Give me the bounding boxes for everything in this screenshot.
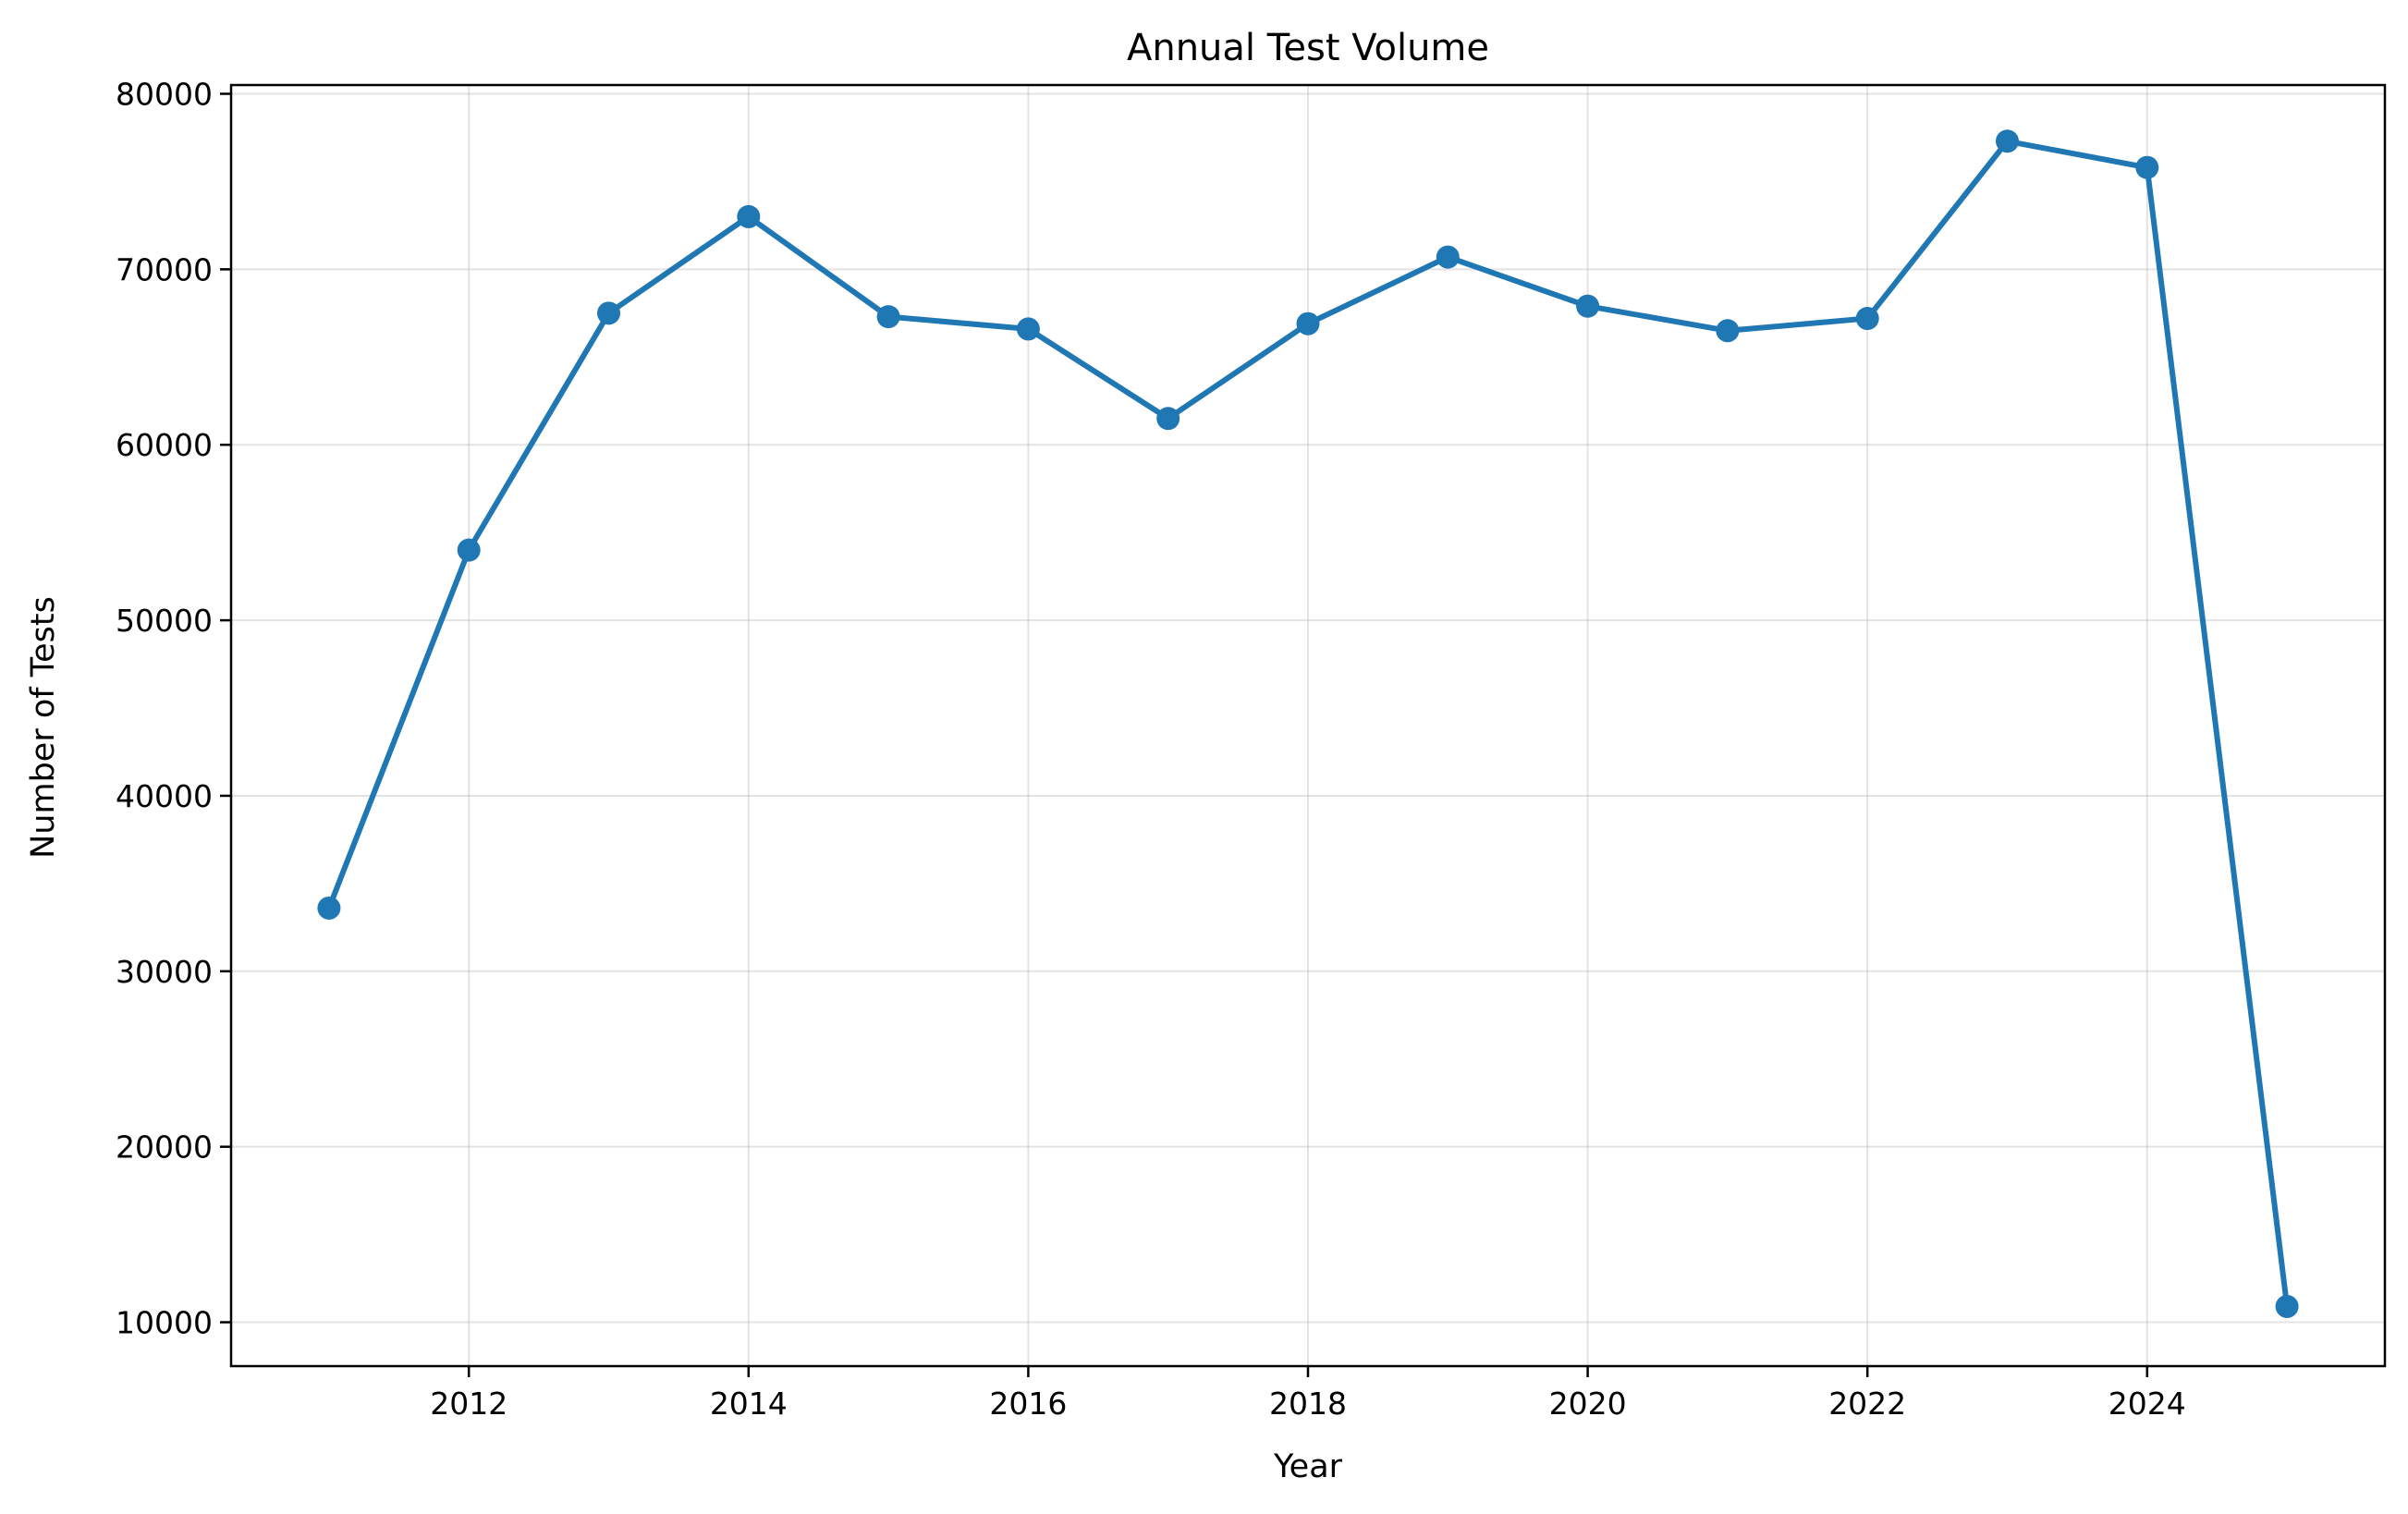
y-tick-label: 50000	[116, 603, 213, 639]
y-tick-label: 10000	[116, 1305, 213, 1341]
data-point	[1855, 307, 1879, 331]
y-tick-label: 60000	[116, 427, 213, 463]
data-point	[1156, 407, 1180, 431]
data-point	[457, 538, 481, 562]
x-tick-label: 2024	[2109, 1386, 2186, 1422]
y-tick-label: 70000	[116, 251, 213, 287]
grid	[231, 85, 2385, 1366]
data-point	[876, 305, 900, 329]
x-axis-label: Year	[1273, 1448, 1343, 1485]
y-axis-label: Number of Tests	[25, 596, 62, 859]
data-point	[1016, 317, 1040, 341]
data-point	[317, 896, 341, 920]
y-axis: 10000 20000 30000 40000 50000 60000 70000 80000	[116, 76, 231, 1341]
x-tick-label: 2014	[710, 1386, 788, 1422]
data-point	[1296, 311, 1320, 336]
x-axis: 2012 2014 2016 2018 2020 2022 2024	[430, 1366, 2186, 1422]
x-tick-label: 2012	[430, 1386, 507, 1422]
data-point	[597, 301, 621, 325]
data-point	[1716, 319, 1740, 343]
x-tick-label: 2016	[989, 1386, 1067, 1422]
data-point	[2275, 1294, 2299, 1318]
series-layer	[317, 129, 2299, 1318]
y-tick-label: 30000	[116, 954, 213, 990]
chart-title: Annual Test Volume	[1127, 27, 1489, 69]
data-point	[2135, 155, 2159, 179]
x-tick-label: 2022	[1828, 1386, 1906, 1422]
y-tick-label: 40000	[116, 778, 213, 814]
x-tick-label: 2018	[1269, 1386, 1347, 1422]
y-tick-label: 20000	[116, 1129, 213, 1166]
data-point	[1995, 129, 2019, 153]
y-tick-label: 80000	[116, 76, 213, 112]
data-point	[1576, 294, 1600, 318]
data-point	[737, 204, 761, 228]
data-point	[1436, 245, 1460, 269]
x-tick-label: 2020	[1549, 1386, 1627, 1422]
